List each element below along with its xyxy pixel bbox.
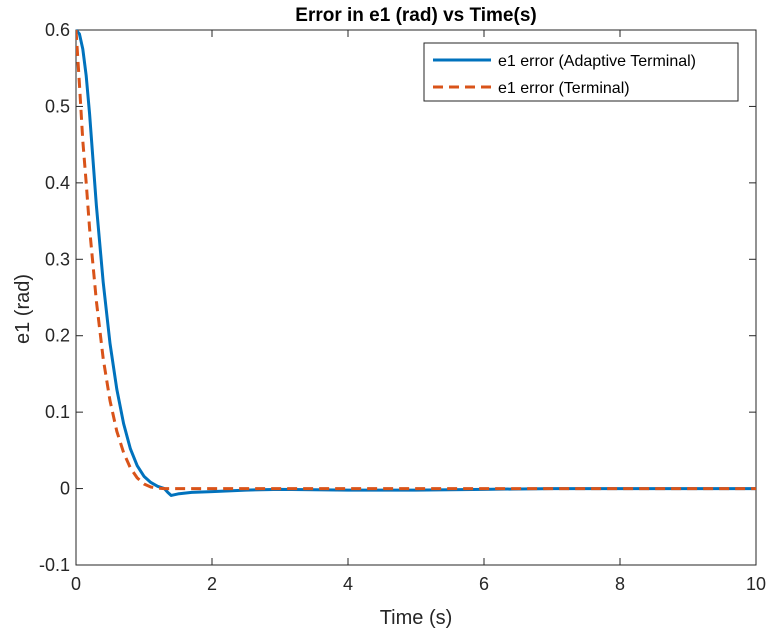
x-tick-label: 6 [479,574,489,594]
x-tick-label: 8 [615,574,625,594]
y-tick-label: 0.6 [45,20,70,40]
x-tick-label: 2 [207,574,217,594]
series-line-2 [76,29,756,491]
y-tick-label: 0.2 [45,326,70,346]
legend: e1 error (Adaptive Terminal) e1 error (Te… [423,42,739,102]
axes-box [75,29,757,566]
legend-label-1: e1 error (Adaptive Terminal) [498,53,696,70]
y-tick-label: 0.5 [45,96,70,116]
y-tick-label: -0.1 [39,555,70,575]
y-tick-label: 0.1 [45,402,70,422]
chart-title: Error in e1 (rad) vs Time(s) [295,5,536,26]
y-tick-label: 0.4 [45,173,70,193]
y-tick-label: 0 [60,479,70,499]
y-tick-label: 0.3 [45,249,70,269]
legend-label-2: e1 error (Terminal) [498,80,630,97]
plot-area: 0 2 4 6 8 10-0.100.10.20.30.40.50.6 [39,20,766,594]
x-tick-label: 4 [343,574,353,594]
y-axis-label: e1 (rad) [12,274,34,344]
x-axis-label: Time (s) [380,607,453,629]
legend-box [423,42,739,102]
x-tick-label: 10 [746,574,766,594]
x-tick-label: 0 [71,574,81,594]
